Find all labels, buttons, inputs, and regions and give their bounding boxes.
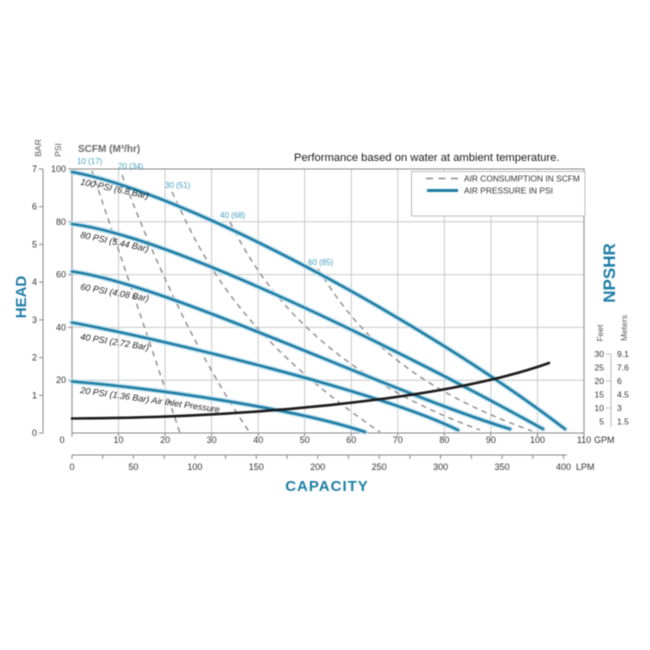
svg-text:50: 50 bbox=[128, 462, 138, 472]
svg-text:SCFM (M³/hr): SCFM (M³/hr) bbox=[78, 144, 140, 155]
svg-text:350: 350 bbox=[495, 462, 510, 472]
svg-text:Performance based on water at: Performance based on water at ambient te… bbox=[294, 152, 560, 164]
svg-text:2: 2 bbox=[32, 353, 37, 363]
svg-text:Feet: Feet bbox=[595, 324, 605, 342]
svg-text:GPM: GPM bbox=[594, 435, 615, 445]
svg-text:90: 90 bbox=[486, 435, 496, 445]
svg-text:5: 5 bbox=[32, 239, 37, 249]
svg-text:3: 3 bbox=[617, 403, 622, 413]
svg-text:AIR PRESSURE IN PSI: AIR PRESSURE IN PSI bbox=[464, 186, 553, 196]
svg-text:0: 0 bbox=[32, 428, 37, 438]
svg-text:CAPACITY: CAPACITY bbox=[285, 478, 369, 495]
svg-text:0: 0 bbox=[59, 435, 64, 445]
svg-text:10: 10 bbox=[113, 435, 123, 445]
svg-text:15: 15 bbox=[595, 390, 605, 400]
svg-text:7: 7 bbox=[32, 164, 37, 174]
svg-text:200: 200 bbox=[310, 462, 325, 472]
svg-text:50: 50 bbox=[300, 435, 310, 445]
svg-text:80: 80 bbox=[439, 435, 449, 445]
svg-text:6: 6 bbox=[617, 376, 622, 386]
svg-text:6: 6 bbox=[32, 202, 37, 212]
svg-text:80: 80 bbox=[56, 217, 66, 227]
svg-text:100: 100 bbox=[187, 462, 202, 472]
svg-text:LPM: LPM bbox=[576, 462, 595, 472]
svg-text:5: 5 bbox=[599, 417, 604, 427]
svg-text:20: 20 bbox=[160, 435, 170, 445]
svg-text:20: 20 bbox=[56, 375, 66, 385]
svg-text:60: 60 bbox=[346, 435, 356, 445]
svg-text:Meters: Meters bbox=[619, 315, 629, 341]
svg-text:60 (85): 60 (85) bbox=[308, 258, 334, 267]
svg-text:40: 40 bbox=[253, 435, 263, 445]
svg-text:0: 0 bbox=[69, 462, 74, 472]
svg-text:1.5: 1.5 bbox=[617, 417, 629, 427]
svg-text:20: 20 bbox=[595, 376, 605, 386]
svg-text:4: 4 bbox=[32, 277, 37, 287]
svg-text:40: 40 bbox=[56, 322, 66, 332]
svg-text:100: 100 bbox=[530, 435, 545, 445]
svg-text:AIR CONSUMPTION IN SCFM: AIR CONSUMPTION IN SCFM bbox=[464, 174, 580, 184]
svg-text:3: 3 bbox=[32, 315, 37, 325]
svg-text:25: 25 bbox=[595, 363, 605, 373]
svg-text:300: 300 bbox=[433, 462, 448, 472]
svg-text:400: 400 bbox=[556, 462, 571, 472]
svg-text:250: 250 bbox=[372, 462, 387, 472]
svg-text:70: 70 bbox=[393, 435, 403, 445]
svg-text:NPSHR: NPSHR bbox=[600, 243, 619, 303]
svg-text:100: 100 bbox=[51, 164, 66, 174]
svg-text:10 (17): 10 (17) bbox=[77, 157, 103, 166]
svg-text:1: 1 bbox=[32, 390, 37, 400]
svg-text:20 (34): 20 (34) bbox=[118, 162, 144, 171]
svg-text:60: 60 bbox=[56, 270, 66, 280]
svg-text:30: 30 bbox=[595, 349, 605, 359]
svg-text:9.1: 9.1 bbox=[617, 349, 629, 359]
svg-text:30: 30 bbox=[207, 435, 217, 445]
svg-text:30 (51): 30 (51) bbox=[165, 181, 191, 190]
svg-text:HEAD: HEAD bbox=[13, 276, 30, 319]
svg-text:10: 10 bbox=[595, 403, 605, 413]
svg-text:7.6: 7.6 bbox=[617, 363, 629, 373]
svg-text:BAR: BAR bbox=[33, 139, 43, 156]
svg-text:110: 110 bbox=[577, 435, 591, 445]
svg-text:40 (68): 40 (68) bbox=[220, 211, 246, 220]
svg-text:PSI: PSI bbox=[53, 143, 63, 157]
svg-text:150: 150 bbox=[249, 462, 264, 472]
svg-text:4.5: 4.5 bbox=[617, 390, 629, 400]
